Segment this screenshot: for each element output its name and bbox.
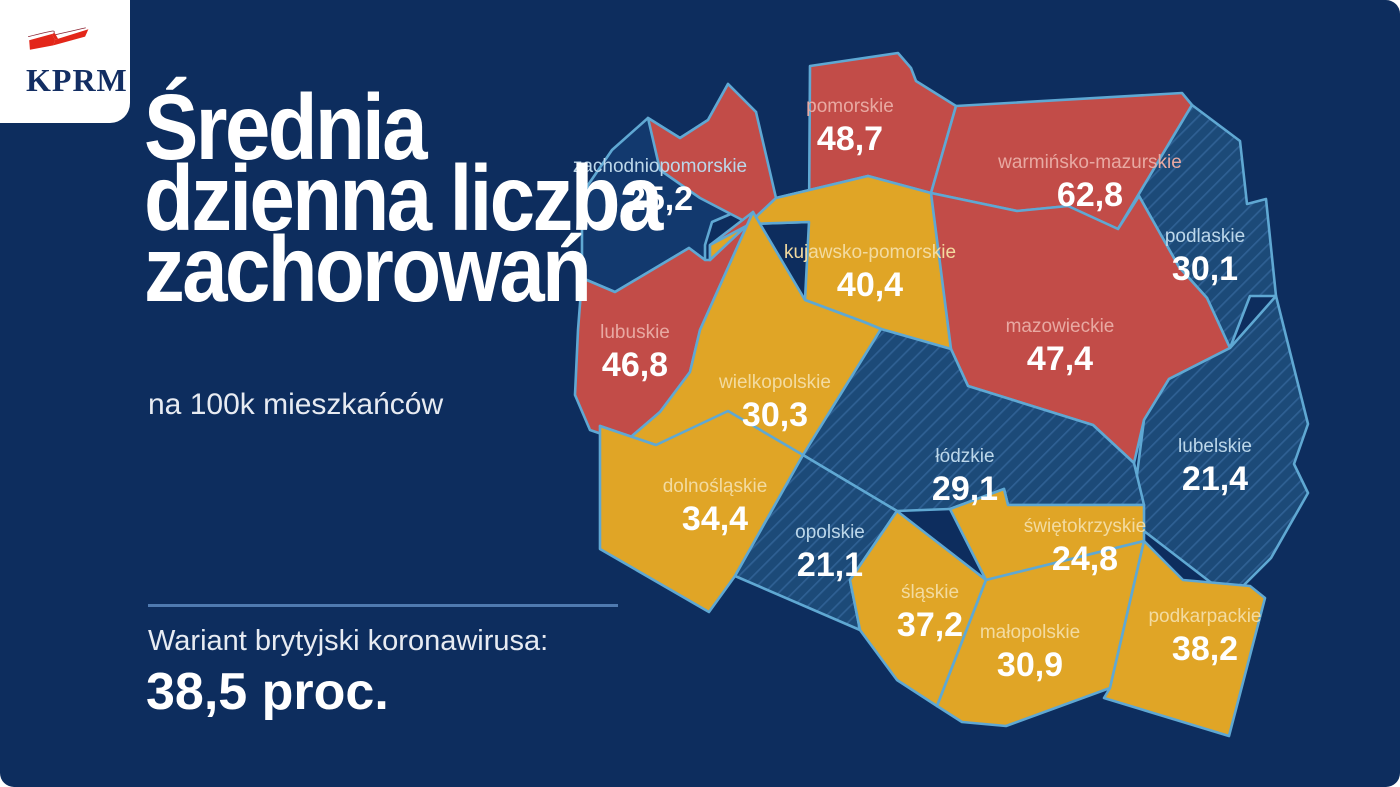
svg-text:podkarpackie: podkarpackie — [1148, 606, 1261, 627]
svg-text:29,1: 29,1 — [932, 470, 998, 508]
svg-text:62,8: 62,8 — [1057, 176, 1123, 214]
svg-text:48,7: 48,7 — [817, 120, 883, 158]
svg-text:opolskie: opolskie — [795, 522, 865, 543]
svg-text:świętokrzyskie: świętokrzyskie — [1024, 516, 1146, 537]
svg-text:46,8: 46,8 — [602, 346, 668, 384]
svg-text:37,2: 37,2 — [897, 606, 963, 644]
svg-text:mazowieckie: mazowieckie — [1006, 316, 1115, 337]
svg-text:30,3: 30,3 — [742, 396, 808, 434]
svg-text:lubelskie: lubelskie — [1178, 436, 1252, 457]
svg-text:21,1: 21,1 — [797, 546, 863, 584]
svg-text:30,9: 30,9 — [997, 646, 1063, 684]
svg-text:łódzkie: łódzkie — [935, 446, 994, 467]
svg-text:pomorskie: pomorskie — [806, 96, 894, 117]
svg-text:24,8: 24,8 — [1052, 540, 1118, 578]
svg-text:21,4: 21,4 — [1182, 460, 1248, 498]
svg-text:30,1: 30,1 — [1172, 250, 1238, 288]
svg-text:dolnośląskie: dolnośląskie — [663, 476, 768, 497]
svg-text:śląskie: śląskie — [901, 582, 959, 603]
svg-text:47,4: 47,4 — [1027, 340, 1093, 378]
svg-text:lubuskie: lubuskie — [600, 322, 670, 343]
svg-text:38,2: 38,2 — [1172, 630, 1238, 668]
svg-text:warmińsko-mazurskie: warmińsko-mazurskie — [997, 152, 1182, 173]
svg-text:wielkopolskie: wielkopolskie — [718, 372, 831, 393]
svg-text:kujawsko-pomorskie: kujawsko-pomorskie — [784, 242, 956, 263]
svg-text:34,4: 34,4 — [682, 500, 748, 538]
svg-text:podlaskie: podlaskie — [1165, 226, 1245, 247]
svg-text:40,4: 40,4 — [837, 266, 903, 304]
svg-text:małopolskie: małopolskie — [980, 622, 1080, 643]
